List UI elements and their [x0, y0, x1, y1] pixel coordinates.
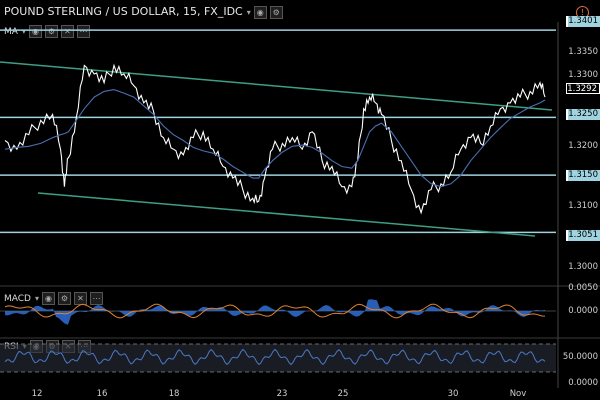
gear-icon[interactable]: ⚙	[58, 292, 71, 305]
chart-title-row: POUND STERLING / US DOLLAR, 15, FX_IDC ▾ ◉…	[4, 5, 283, 19]
more-icon[interactable]: ⋯	[90, 292, 103, 305]
x-axis-label: Nov	[509, 389, 527, 399]
gear-icon[interactable]: ⚙	[44, 25, 58, 38]
chevron-down-icon[interactable]: ▾	[34, 294, 39, 303]
chevron-down-icon[interactable]: ▾	[21, 27, 26, 36]
level-tag: 1.3401	[566, 16, 600, 27]
trend-line-upper	[0, 61, 553, 111]
chevron-down-icon[interactable]: ▾	[246, 8, 251, 17]
rsi-axis-label: 0.0000	[568, 378, 598, 388]
macd-signal-line	[4, 303, 546, 319]
x-axis-label: 25	[337, 389, 349, 399]
rsi-axis-label: 50.0000	[562, 352, 598, 362]
rsi-band	[0, 344, 556, 372]
rsi-line	[4, 348, 546, 366]
macd-indicator-row: MACD ▾ ◉ ⚙ ✕ ⋯	[4, 292, 103, 305]
ma-label[interactable]: MA	[4, 27, 18, 37]
close-icon[interactable]: ✕	[60, 25, 74, 38]
moving-average-line	[4, 89, 546, 188]
level-tag: 1.3250	[566, 109, 600, 120]
x-axis-label: 23	[276, 389, 288, 399]
eye-icon[interactable]: ◉	[28, 25, 42, 38]
level-tag: 1.3051	[566, 230, 600, 241]
eye-icon[interactable]: ◉	[42, 292, 55, 305]
current-price-tag: 1.3292	[566, 83, 600, 94]
more-icon[interactable]: ⋯	[76, 25, 90, 38]
gear-icon[interactable]: ⚙	[269, 5, 283, 19]
ma-indicator-row: MA ▾ ◉ ⚙ ✕ ⋯	[4, 25, 90, 38]
price-axis-label: 1.3000	[568, 262, 598, 272]
macd-axis-label: 0.0050	[568, 283, 598, 293]
eye-icon[interactable]: ◉	[253, 5, 267, 19]
x-axis-label: 12	[31, 389, 43, 399]
macd-axis-label: 0.0000	[568, 306, 598, 316]
level-tag: 1.3150	[566, 170, 600, 181]
x-axis-label: 16	[96, 389, 108, 399]
symbol-title[interactable]: POUND STERLING / US DOLLAR, 15, FX_IDC	[4, 5, 243, 18]
x-axis-label: 18	[168, 389, 180, 399]
chart-header: POUND STERLING / US DOLLAR, 15, FX_IDC ▾ ◉…	[0, 0, 600, 22]
close-icon[interactable]: ✕	[74, 292, 87, 305]
price-axis-label: 1.3350	[568, 47, 598, 57]
price-axis-label: 1.3200	[568, 141, 598, 151]
price-axis-label: 1.3300	[568, 70, 598, 80]
x-axis-label: 30	[447, 389, 459, 399]
macd-label[interactable]: MACD	[4, 294, 31, 304]
price-axis-label: 1.3100	[568, 201, 598, 211]
price-series-line	[4, 63, 546, 215]
trend-line-lower	[37, 192, 536, 237]
